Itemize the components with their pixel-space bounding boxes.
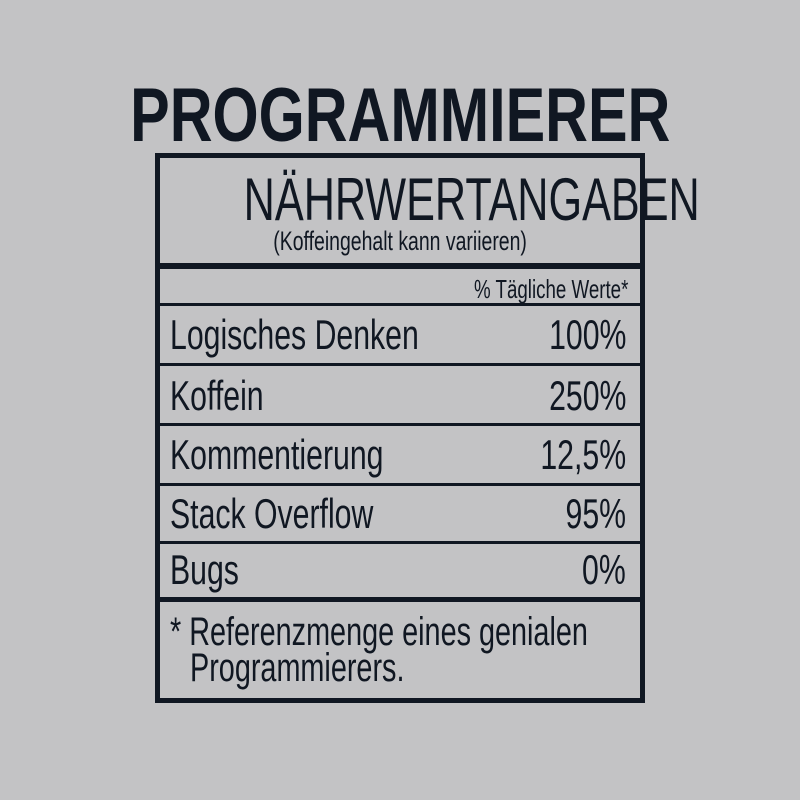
label-subheading: (Koffeingehalt kann variieren) — [273, 226, 527, 256]
row-value: 12,5% — [540, 431, 626, 478]
title: PROGRAMMIERER — [129, 73, 671, 158]
divider — [155, 483, 645, 486]
divider — [155, 423, 645, 426]
footnote: Programmierers. — [190, 646, 405, 690]
row-name: Bugs — [170, 546, 239, 593]
footnote: * Referenzmenge eines genialen — [170, 610, 588, 654]
row-value: 95% — [565, 490, 626, 537]
row-name: Kommentierung — [170, 431, 384, 478]
row-value: 0% — [582, 546, 626, 593]
divider-thick — [155, 263, 645, 269]
row-name: Stack Overflow — [170, 490, 374, 537]
row-value: 100% — [548, 311, 626, 358]
label-heading: NÄHRWERTANGABEN — [243, 166, 700, 233]
divider — [155, 363, 645, 366]
divider-thick — [155, 597, 645, 602]
nutrition-label-box — [155, 153, 645, 703]
row-value: 250% — [548, 372, 626, 419]
row-name: Logisches Denken — [170, 311, 419, 358]
divider — [155, 541, 645, 544]
column-header: % Tägliche Werte* — [473, 274, 628, 304]
row-name: Koffein — [170, 372, 264, 419]
divider — [155, 303, 645, 306]
